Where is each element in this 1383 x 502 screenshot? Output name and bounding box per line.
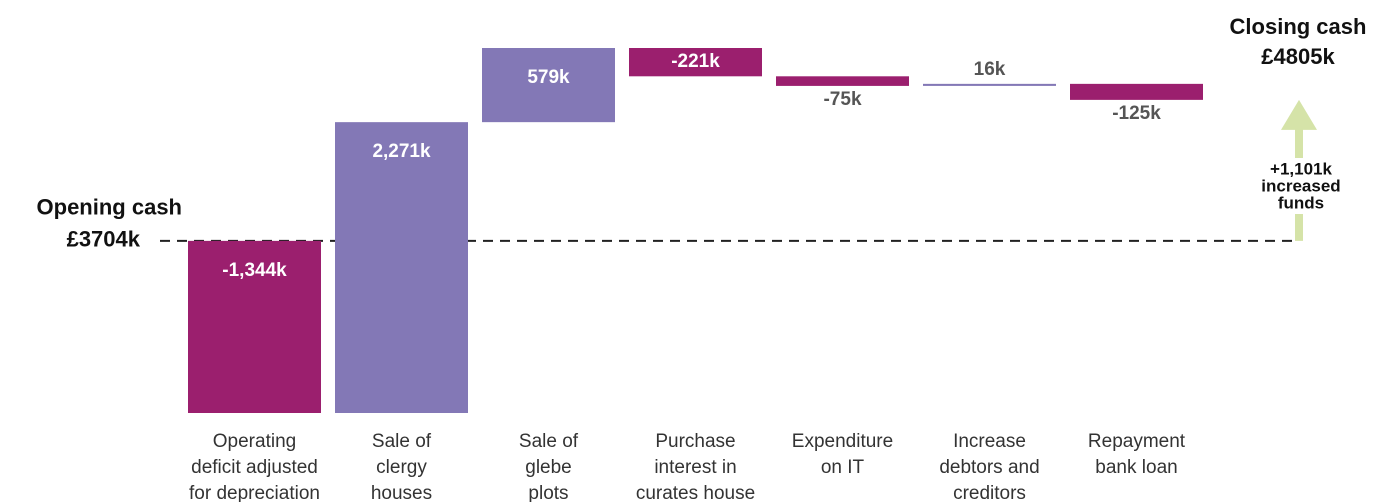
category-label: Sale of <box>372 431 432 452</box>
category-label: Increase <box>953 431 1026 452</box>
category-label: debtors and <box>939 457 1039 478</box>
category-label: houses <box>371 483 432 502</box>
value-label: 16k <box>974 59 1006 80</box>
category-label: on IT <box>821 457 865 478</box>
change-text: funds <box>1278 193 1324 212</box>
category-label: deficit adjusted <box>191 457 318 478</box>
bar <box>335 122 468 413</box>
category-label: Expenditure <box>792 431 893 452</box>
category-label: Repayment <box>1088 431 1186 452</box>
bar <box>1070 83 1203 100</box>
category-label: clergy <box>376 457 427 478</box>
category-label: Operating <box>213 431 296 452</box>
category-label: Purchase <box>655 431 735 452</box>
opening-value: £3704k <box>67 227 141 252</box>
change-text: increased <box>1261 176 1340 195</box>
closing-value: £4805k <box>1261 44 1335 69</box>
bar <box>923 83 1056 86</box>
bar <box>629 48 762 77</box>
bar <box>188 240 321 413</box>
change-text-bg <box>1247 158 1351 214</box>
value-label: -1,344k <box>222 260 287 281</box>
value-label: -75k <box>823 89 861 110</box>
opening-label: Opening cash <box>37 195 182 220</box>
category-label: for depreciation <box>189 483 320 502</box>
category-label: interest in <box>654 457 736 478</box>
bar <box>482 48 615 123</box>
category-label: glebe <box>525 457 572 478</box>
bar <box>776 76 909 86</box>
value-label: 579k <box>527 67 570 88</box>
category-label: creditors <box>953 483 1026 502</box>
change-label: +1,101k <box>1270 159 1332 178</box>
category-label: plots <box>528 483 568 502</box>
category-label: curates house <box>636 483 755 502</box>
closing-label: Closing cash <box>1230 14 1367 39</box>
value-label: -125k <box>1112 103 1161 124</box>
value-label: 2,271k <box>372 141 431 162</box>
value-label: -221k <box>671 51 720 72</box>
category-label: bank loan <box>1095 457 1177 478</box>
category-label: Sale of <box>519 431 579 452</box>
